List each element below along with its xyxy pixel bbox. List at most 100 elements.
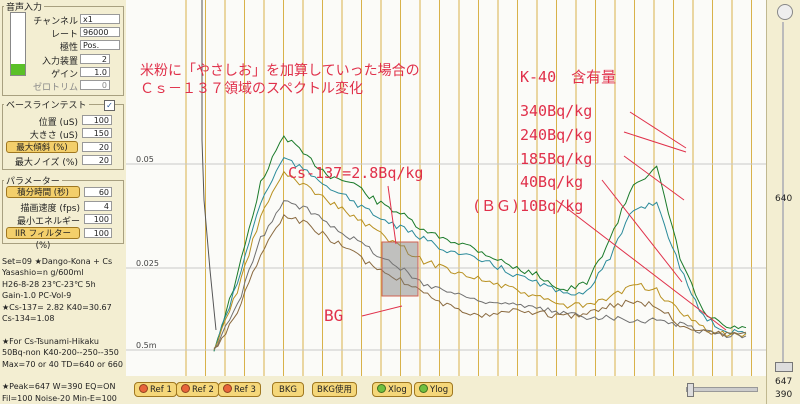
note-line	[2, 370, 124, 381]
zero-trim-label: ゼロトリム	[32, 83, 78, 93]
xlog-button[interactable]: Xlog	[372, 382, 412, 397]
chart-title-line1: 米粉に「やさしお」を加算していった場合の	[140, 63, 420, 79]
ref3-label: Ref 3	[234, 385, 256, 395]
ref3-button[interactable]: Ref 3	[218, 382, 261, 397]
rate-label: レート	[50, 30, 78, 40]
cs137-region-box	[381, 241, 419, 297]
bkg-use-button[interactable]: BKG使用	[312, 382, 357, 397]
k40-level-label: 40Bq/kg	[520, 173, 584, 191]
y-tick-label: 0.5m	[136, 341, 157, 350]
note-line	[2, 324, 124, 335]
annotation-pointer-line	[623, 155, 685, 201]
k40-label: K-40 含有量	[520, 68, 617, 86]
max-noise-field[interactable]: 20	[82, 155, 112, 165]
bg-pointer-line	[361, 305, 403, 317]
ref2-button[interactable]: Ref 2	[176, 382, 219, 397]
ref3-radio-icon	[223, 384, 232, 393]
ylog-label: Ylog	[430, 385, 449, 395]
max-slope-field[interactable]: 20	[82, 142, 112, 152]
cs137-pointer-line	[387, 185, 397, 245]
note-line: ★Peak=647 W=390 EQ=ON	[2, 382, 116, 392]
size-label: 大きさ (uS)	[29, 131, 78, 141]
input-device-label: 入力装置	[41, 57, 78, 67]
chart-title-line2: Ｃｓ－１３７領域のスペクトル変化	[140, 81, 364, 97]
vertical-slider-thumb[interactable]	[775, 362, 793, 372]
gain-label: ゲイン	[51, 70, 78, 80]
notes-text: Set=09 ★Dango-Kona + Cs Yasashio=n g/600m…	[2, 256, 124, 404]
k40-level-label: 340Bq/kg	[520, 102, 593, 120]
zero-trim-field[interactable]: 0	[80, 80, 110, 90]
note-line: Cs-134=1.08	[2, 313, 55, 323]
vertical-slider[interactable]	[782, 22, 784, 362]
bg-label: BG	[324, 306, 344, 325]
horizontal-slider[interactable]	[686, 383, 758, 397]
audio-input-title: 音声入力	[4, 0, 45, 13]
k40-level-label: 185Bq/kg	[520, 150, 593, 168]
value-1: 647	[775, 377, 793, 387]
top-value: 640	[775, 194, 793, 204]
ylog-check-icon	[419, 384, 428, 393]
series-line	[213, 170, 747, 351]
ref1-label: Ref 1	[150, 385, 172, 395]
note-line: H26-8-28 23℃-23℃ 5h	[2, 279, 96, 289]
cs137-label: Cs-137=2.8Bq/kg	[288, 164, 424, 182]
value-2: 390	[775, 390, 793, 400]
note-line: 50Bq-non K40-200--250--350	[2, 348, 119, 358]
spectrum-plot: 0.05 0.025 0.5m 米粉に「やさしお」を加算していった場合の Ｃｓ－１３７…	[126, 0, 766, 376]
horizontal-slider-thumb[interactable]	[687, 383, 694, 397]
series-line	[213, 200, 747, 350]
max-slope-button[interactable]: 最大傾斜 (%)	[6, 141, 78, 153]
note-line: Max=70 or 40 TD=640 or 660	[2, 359, 123, 369]
channel-label: チャンネル	[33, 17, 78, 27]
position-field[interactable]: 100	[82, 115, 112, 125]
size-field[interactable]: 150	[82, 128, 112, 138]
channel-field[interactable]: x1	[80, 14, 120, 24]
annotation-pointer-line	[555, 199, 727, 331]
note-line: ★Cs-137= 2.82 K40=30.67	[2, 302, 112, 312]
gain-field[interactable]: 1.0	[80, 67, 110, 77]
integration-time-field[interactable]: 60	[84, 187, 112, 197]
note-line: Yasashio=n g/600ml	[2, 268, 84, 278]
parameters-group	[2, 180, 124, 244]
y-tick-label: 0.025	[136, 259, 159, 268]
ref1-button[interactable]: Ref 1	[134, 382, 177, 397]
ref1-radio-icon	[139, 384, 148, 393]
initial-spike-line	[201, 0, 217, 331]
k40-level-label: (ＢＧ)10Bq/kg	[472, 197, 584, 215]
annotation-pointer-line	[629, 111, 687, 149]
polarity-field[interactable]: Pos.	[80, 40, 120, 50]
note-line: Gain-1.0 PC-Vol-9	[2, 291, 72, 301]
baseline-checkbox[interactable]: ✓	[104, 100, 115, 111]
y-tick-label: 0.05	[136, 155, 154, 164]
draw-speed-field[interactable]: 4	[84, 201, 112, 211]
parameters-title: パラメーター	[4, 174, 62, 187]
input-device-field[interactable]: 2	[80, 54, 110, 64]
right-panel: 640 647 390	[766, 0, 800, 404]
integration-time-button[interactable]: 積分時間 (秒)	[6, 186, 80, 198]
level-meter	[10, 12, 26, 76]
left-panel: 音声入力 チャンネル x1 レート 96000 極性 Pos. 入力装置 2 ゲ…	[0, 0, 127, 404]
rate-field[interactable]: 96000	[80, 27, 120, 37]
ref2-radio-icon	[181, 384, 190, 393]
series-line	[213, 156, 747, 351]
bkg-button[interactable]: BKG	[272, 382, 304, 397]
min-energy-label: 最小エネルギー	[16, 217, 80, 227]
max-noise-label: 最大ノイズ (%)	[14, 158, 78, 168]
xlog-check-icon	[377, 384, 386, 393]
polarity-label: 極性	[59, 43, 78, 53]
note-line: Set=09 ★Dango-Kona + Cs	[2, 257, 113, 266]
annotation-pointer-line	[601, 179, 683, 283]
iir-filter-button[interactable]: IIR フィルター (%)	[6, 227, 80, 251]
ylog-button[interactable]: Ylog	[414, 382, 454, 397]
ref2-label: Ref 2	[192, 385, 214, 395]
iir-filter-field[interactable]: 100	[84, 228, 112, 238]
min-energy-field[interactable]: 100	[84, 214, 112, 224]
top-knob-icon[interactable]	[777, 4, 793, 20]
k40-level-label: 240Bq/kg	[520, 126, 593, 144]
note-line: Fil=100 Noise-20 Min-E=100	[2, 393, 117, 403]
annotation-pointer-line	[623, 131, 687, 153]
xlog-label: Xlog	[388, 385, 407, 395]
series-line	[213, 213, 747, 349]
spectrum-chart: 0.05 0.025 0.5m	[126, 0, 766, 376]
series-line	[213, 135, 747, 352]
